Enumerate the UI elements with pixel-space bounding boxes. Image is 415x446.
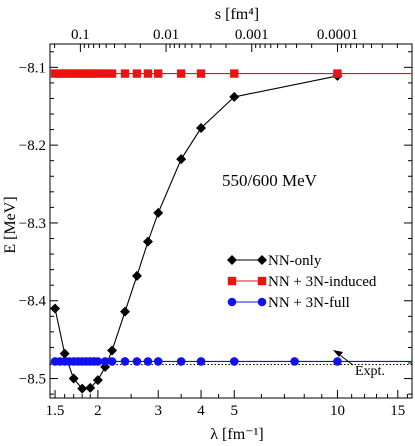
data-point-diamond — [68, 373, 79, 384]
top-tick-label: 0.001 — [235, 27, 269, 43]
data-point-diamond — [227, 255, 237, 265]
data-point-square — [69, 69, 78, 78]
data-point-diamond — [85, 382, 96, 393]
top-axis-label: s [fm⁴] — [215, 6, 259, 23]
x-tick-label: 3 — [154, 403, 162, 419]
data-point-circle — [132, 357, 142, 366]
data-point-diamond — [131, 270, 142, 281]
top-tick-label: 0.0001 — [317, 27, 358, 43]
top-tick-label: 0.01 — [153, 27, 179, 43]
data-point-circle — [176, 357, 186, 366]
data-point-circle — [333, 357, 342, 366]
data-point-square — [333, 69, 342, 78]
data-point-circle — [100, 357, 110, 366]
data-point-diamond — [107, 345, 118, 356]
data-point-diamond — [229, 91, 240, 102]
expt-label: Expt. — [355, 364, 385, 379]
data-point-circle — [196, 357, 206, 366]
y-tick-label: −8.3 — [19, 216, 46, 232]
x-tick-label: 1.5 — [46, 403, 65, 419]
data-point-circle — [153, 357, 163, 366]
x-tick-label: 15 — [390, 403, 405, 419]
data-point-circle — [290, 357, 299, 366]
data-point-square — [120, 69, 130, 78]
data-point-square — [143, 69, 153, 78]
y-tick-label: −8.2 — [19, 138, 46, 154]
data-point-square — [55, 69, 65, 78]
data-point-diamond — [176, 154, 187, 165]
data-point-circle — [257, 297, 267, 307]
data-point-diamond — [92, 375, 103, 386]
y-tick-label: −8.4 — [19, 294, 47, 310]
data-point-diamond — [196, 123, 207, 134]
data-point-square — [50, 69, 60, 78]
x-tick-label: 4 — [197, 403, 205, 419]
data-point-square — [230, 69, 239, 78]
x-axis-label: λ [fm⁻¹] — [210, 426, 263, 443]
expt-arrowhead — [333, 350, 343, 357]
annotation: 550/600 MeV — [222, 171, 318, 190]
legend-label: NN + 3N-induced — [268, 274, 377, 290]
legend-label: NN-only — [268, 253, 322, 269]
data-point-diamond — [257, 255, 267, 265]
data-point-diamond — [59, 348, 70, 359]
data-point-circle — [143, 357, 153, 366]
legend: NN-only NN + 3N-induced NN + 3N-full — [227, 253, 377, 311]
data-point-square — [132, 69, 142, 78]
data-point-diamond — [120, 306, 131, 317]
data-point-square — [100, 69, 110, 78]
legend-item: NN-only — [227, 253, 322, 269]
data-point-diamond — [77, 383, 88, 394]
legend-item: NN + 3N-induced — [227, 274, 377, 290]
legend-item: NN + 3N-full — [227, 295, 350, 311]
plot-frame — [49, 43, 413, 399]
series-group — [50, 69, 412, 394]
top-tick-label: 0.1 — [71, 27, 90, 43]
data-point-square — [176, 69, 186, 78]
data-point-circle — [93, 357, 103, 366]
data-point-square — [227, 276, 237, 286]
data-point-diamond — [50, 303, 61, 314]
data-point-diamond — [142, 236, 153, 247]
data-point-square — [65, 69, 74, 78]
data-point-square — [107, 69, 117, 78]
data-point-circle — [120, 357, 130, 366]
data-point-circle — [229, 357, 239, 366]
data-point-diamond — [153, 207, 164, 218]
y-tick-label: −8.1 — [19, 60, 46, 76]
y-axis-label: E [MeV] — [2, 196, 19, 253]
data-point-circle — [227, 297, 237, 307]
x-tick-label: 10 — [330, 403, 345, 419]
data-point-square — [257, 276, 267, 286]
x-tick-label: 5 — [231, 403, 239, 419]
x-tick-label: 2 — [94, 403, 102, 419]
data-point-square — [196, 69, 206, 78]
data-point-circle — [107, 357, 117, 366]
series-nn-3n-induced — [50, 69, 412, 78]
series-line — [54, 75, 338, 390]
legend-label: NN + 3N-full — [268, 295, 350, 311]
data-point-square — [60, 69, 69, 78]
data-point-square — [93, 69, 103, 78]
y-tick-label: −8.5 — [19, 372, 46, 388]
series-nn-only — [50, 70, 343, 394]
data-point-square — [154, 69, 163, 78]
series-nn-3n-full — [50, 357, 412, 366]
